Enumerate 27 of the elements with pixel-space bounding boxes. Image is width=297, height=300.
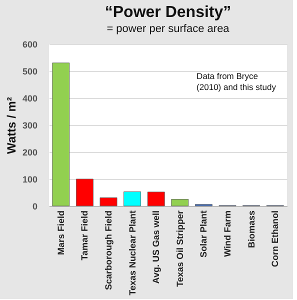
annotation: Data from Bryce (2010) and this study xyxy=(196,71,277,92)
chart-title: “Power Density” xyxy=(104,4,232,21)
bar xyxy=(76,178,94,206)
x-tick-label: Biomass xyxy=(246,210,256,248)
x-tick-label: Wind Farm xyxy=(222,210,232,257)
bar xyxy=(124,191,142,206)
x-tick-label: Tamar Field xyxy=(80,210,90,260)
bar xyxy=(147,192,165,206)
y-tick-label: 500 xyxy=(22,66,38,76)
chart-subtitle: = power per surface area xyxy=(106,23,230,35)
x-tick-label: Mars Field xyxy=(56,210,66,256)
y-tick-label: 200 xyxy=(22,148,38,158)
x-tick-label: Scarborough Field xyxy=(104,210,114,290)
y-tick-label: 300 xyxy=(22,120,38,130)
x-tick-label: Corn Ethanol xyxy=(270,210,280,267)
x-tick-label: Avg. US Gas well xyxy=(151,210,162,284)
bar xyxy=(100,197,118,206)
y-axis-title: Watts / m² xyxy=(4,97,18,154)
x-tick-label: Texas Oil Stripper xyxy=(174,210,185,287)
y-tick-label: 600 xyxy=(22,40,38,50)
bar xyxy=(171,199,189,206)
y-tick-label: 100 xyxy=(22,174,38,184)
x-tick-label: Solar Plant xyxy=(198,210,209,258)
bar xyxy=(52,62,70,206)
x-tick-label: Texas Nuclear Plant xyxy=(127,210,138,296)
y-tick-label: 0 xyxy=(32,202,38,212)
y-tick-label: 400 xyxy=(22,94,38,104)
